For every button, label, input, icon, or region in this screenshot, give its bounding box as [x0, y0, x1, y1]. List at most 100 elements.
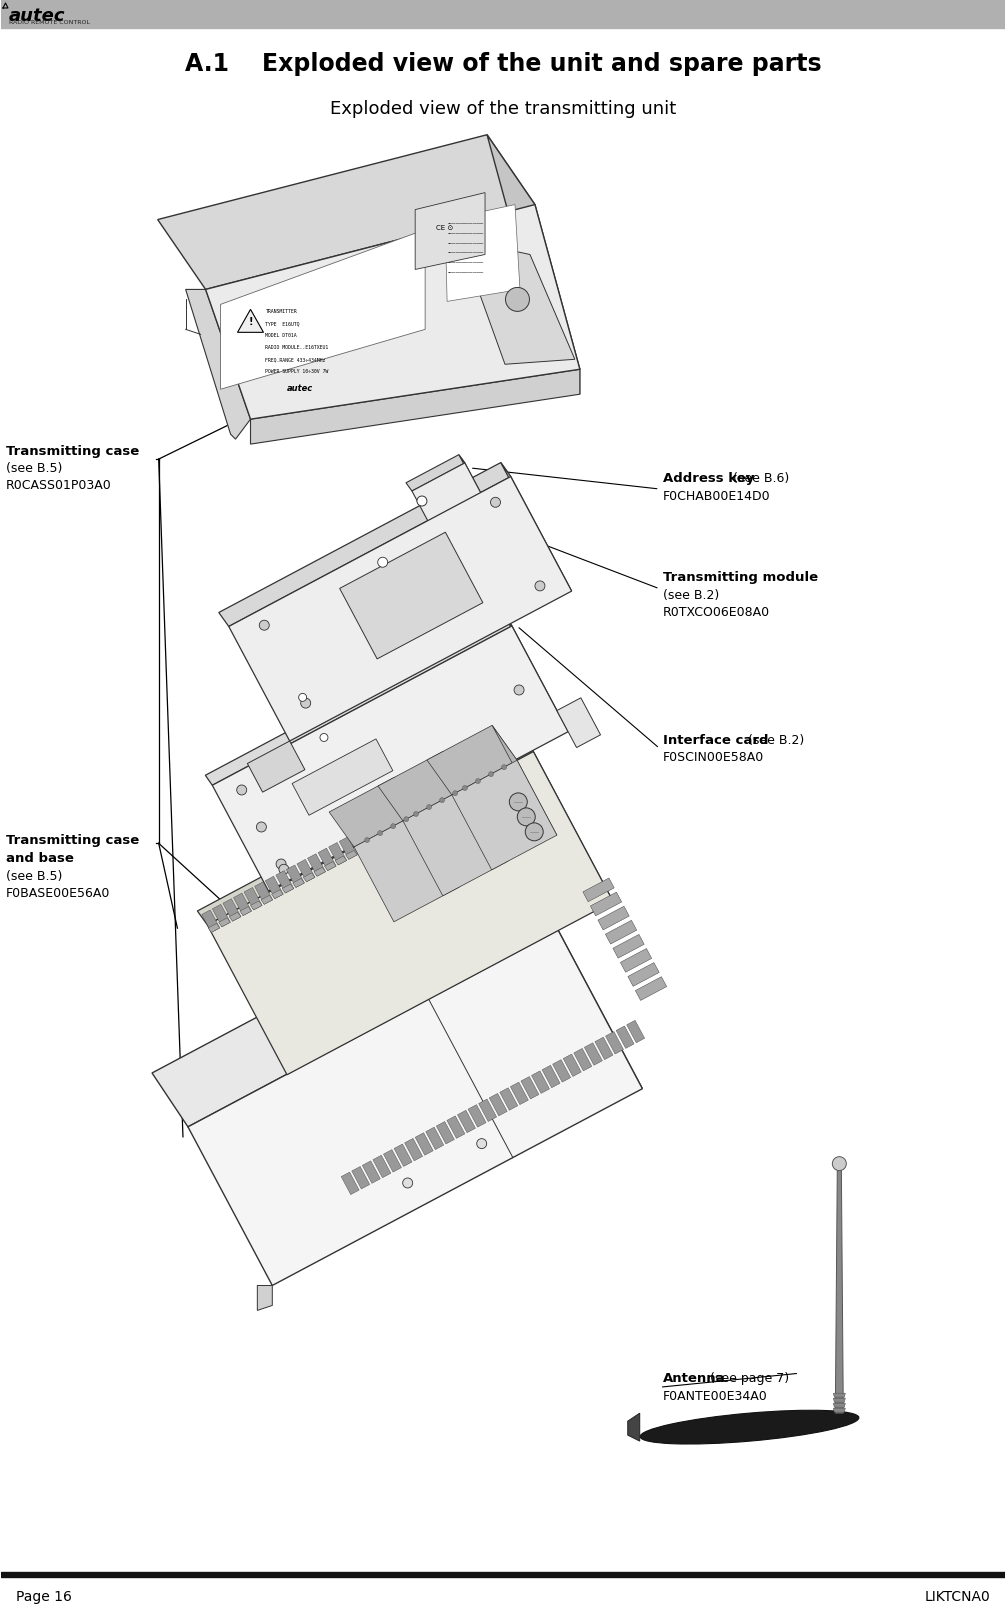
Polygon shape	[435, 786, 453, 808]
Circle shape	[427, 805, 432, 810]
Circle shape	[320, 733, 328, 741]
Polygon shape	[584, 1043, 603, 1065]
Text: F0CHAB00E14D0: F0CHAB00E14D0	[663, 490, 771, 503]
Bar	[1, 0, 1005, 27]
Polygon shape	[276, 871, 294, 893]
Polygon shape	[351, 810, 363, 826]
Text: (see B.5): (see B.5)	[6, 871, 62, 884]
Polygon shape	[329, 778, 420, 847]
Polygon shape	[197, 738, 533, 926]
Polygon shape	[420, 812, 432, 820]
Text: Antenna: Antenna	[663, 1372, 725, 1385]
Polygon shape	[613, 934, 644, 958]
Polygon shape	[381, 815, 399, 837]
Polygon shape	[346, 850, 357, 860]
Circle shape	[832, 1157, 846, 1170]
Circle shape	[477, 1139, 487, 1149]
Polygon shape	[409, 816, 421, 826]
Circle shape	[390, 824, 395, 829]
Polygon shape	[606, 1032, 624, 1054]
Polygon shape	[318, 848, 336, 871]
Text: ─────────────────: ─────────────────	[447, 241, 483, 246]
Text: CE ⊙: CE ⊙	[437, 225, 454, 230]
Polygon shape	[833, 1403, 845, 1408]
Polygon shape	[414, 776, 427, 792]
Polygon shape	[293, 879, 305, 887]
Polygon shape	[402, 804, 421, 826]
Polygon shape	[255, 882, 273, 905]
Polygon shape	[339, 837, 357, 860]
Polygon shape	[422, 773, 434, 789]
Circle shape	[257, 823, 267, 832]
Polygon shape	[404, 1138, 423, 1160]
Text: MODEL DT01A: MODEL DT01A	[266, 333, 297, 339]
Polygon shape	[218, 463, 511, 627]
Polygon shape	[441, 800, 453, 808]
Circle shape	[476, 778, 481, 784]
Polygon shape	[205, 615, 512, 786]
Text: Transmitting module: Transmitting module	[663, 570, 818, 583]
Text: (see B.6): (see B.6)	[728, 472, 789, 485]
Polygon shape	[573, 1048, 592, 1070]
Polygon shape	[325, 861, 336, 871]
Polygon shape	[500, 1088, 518, 1110]
Polygon shape	[218, 918, 230, 927]
Polygon shape	[258, 1286, 273, 1310]
Polygon shape	[582, 877, 615, 902]
Polygon shape	[186, 289, 250, 439]
Polygon shape	[546, 320, 579, 394]
Polygon shape	[492, 725, 557, 836]
Circle shape	[403, 816, 408, 821]
Circle shape	[260, 620, 270, 630]
Polygon shape	[444, 752, 508, 861]
Polygon shape	[282, 884, 294, 893]
Polygon shape	[477, 763, 495, 786]
Polygon shape	[379, 795, 391, 812]
Polygon shape	[303, 873, 315, 882]
Polygon shape	[443, 762, 455, 778]
Text: Exploded view of the transmitting unit: Exploded view of the transmitting unit	[330, 100, 676, 117]
Text: POWER SUPPLY 10÷30V 7W: POWER SUPPLY 10÷30V 7W	[266, 370, 329, 374]
Polygon shape	[406, 455, 465, 492]
Circle shape	[517, 808, 535, 826]
Polygon shape	[383, 1149, 401, 1172]
Text: FREQ.RANGE 433÷434MHz: FREQ.RANGE 433÷434MHz	[266, 357, 326, 362]
Circle shape	[276, 860, 286, 869]
Polygon shape	[358, 807, 370, 823]
Polygon shape	[479, 1099, 497, 1122]
Text: Address key: Address key	[663, 472, 754, 485]
Polygon shape	[521, 1077, 539, 1099]
Text: TRANSMITTER: TRANSMITTER	[493, 299, 531, 313]
Polygon shape	[621, 948, 652, 972]
Polygon shape	[833, 1393, 845, 1396]
Polygon shape	[365, 802, 377, 820]
Polygon shape	[228, 477, 571, 741]
Polygon shape	[510, 1082, 528, 1104]
Polygon shape	[456, 775, 474, 797]
Circle shape	[505, 288, 529, 312]
Polygon shape	[563, 1054, 581, 1077]
Polygon shape	[427, 725, 517, 795]
Polygon shape	[398, 823, 410, 831]
Text: LIKTCNA0: LIKTCNA0	[925, 1589, 990, 1604]
Polygon shape	[360, 826, 378, 848]
Polygon shape	[297, 860, 315, 882]
Polygon shape	[350, 831, 368, 853]
Polygon shape	[531, 1070, 549, 1093]
Polygon shape	[407, 779, 420, 797]
Polygon shape	[494, 771, 505, 781]
Polygon shape	[394, 778, 459, 887]
Text: F0SCIN00E58A0: F0SCIN00E58A0	[663, 752, 764, 765]
Text: (see B.2): (see B.2)	[663, 588, 719, 601]
Circle shape	[236, 784, 246, 795]
Circle shape	[377, 558, 387, 567]
Polygon shape	[452, 794, 463, 804]
Circle shape	[491, 497, 500, 508]
Polygon shape	[352, 1167, 370, 1189]
Polygon shape	[523, 738, 613, 902]
Text: ─────────────────: ─────────────────	[447, 272, 483, 275]
Polygon shape	[340, 532, 483, 659]
Polygon shape	[354, 812, 459, 922]
Text: TYPE  E16UTQ: TYPE E16UTQ	[266, 321, 300, 326]
Polygon shape	[314, 868, 326, 876]
